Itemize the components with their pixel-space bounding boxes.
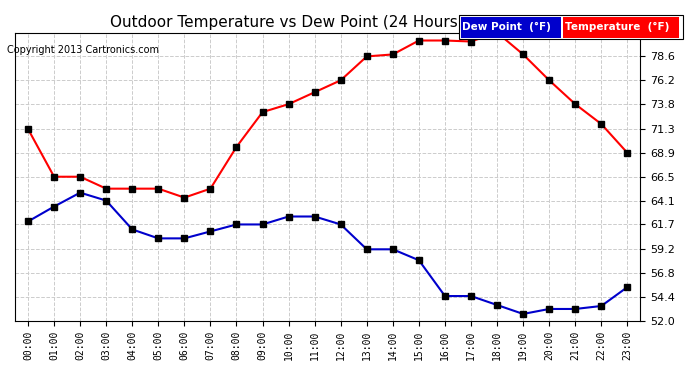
Text: Copyright 2013 Cartronics.com: Copyright 2013 Cartronics.com xyxy=(7,45,159,55)
Text: Temperature  (°F): Temperature (°F) xyxy=(565,22,669,32)
Title: Outdoor Temperature vs Dew Point (24 Hours) 20130521: Outdoor Temperature vs Dew Point (24 Hou… xyxy=(110,15,546,30)
Text: Dew Point  (°F): Dew Point (°F) xyxy=(462,22,551,32)
